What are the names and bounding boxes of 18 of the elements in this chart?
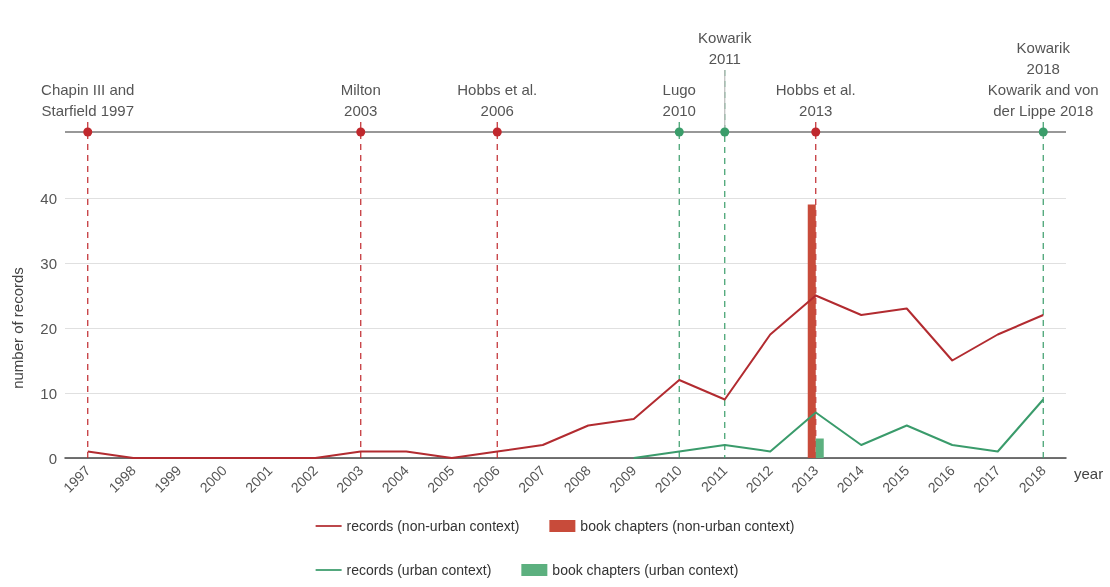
x-axis-title: year xyxy=(1074,465,1104,482)
y-tick-label: 0 xyxy=(48,449,57,467)
ref-line-label: Kowarik 2018 Kowarik and von der Lippe 2018 xyxy=(987,39,1099,119)
y-tick-label: 10 xyxy=(40,384,57,402)
y-axis-title: number of records xyxy=(9,267,26,389)
legend-label: records (urban context) xyxy=(346,562,492,578)
legend-label: records (non-urban context) xyxy=(346,518,520,534)
legend-label: book chapters (urban context) xyxy=(552,562,739,578)
ref-line-label: Hobbs et al. 2006 xyxy=(457,81,538,119)
y-tick-label: 20 xyxy=(40,319,57,337)
y-tick-label: 30 xyxy=(40,254,57,272)
y-tick-label: 40 xyxy=(40,189,57,207)
ref-line-label: Lugo 2010 xyxy=(662,81,696,119)
ref-line-label: Kowarik 2011 xyxy=(698,29,752,67)
ref-line-label: Hobbs et al. 2013 xyxy=(775,81,856,119)
ref-line-label: Milton 2003 xyxy=(340,81,381,119)
legend-label: book chapters (non-urban context) xyxy=(580,518,795,534)
ref-line-label: Chapin III and Starfield 1997 xyxy=(41,81,135,119)
